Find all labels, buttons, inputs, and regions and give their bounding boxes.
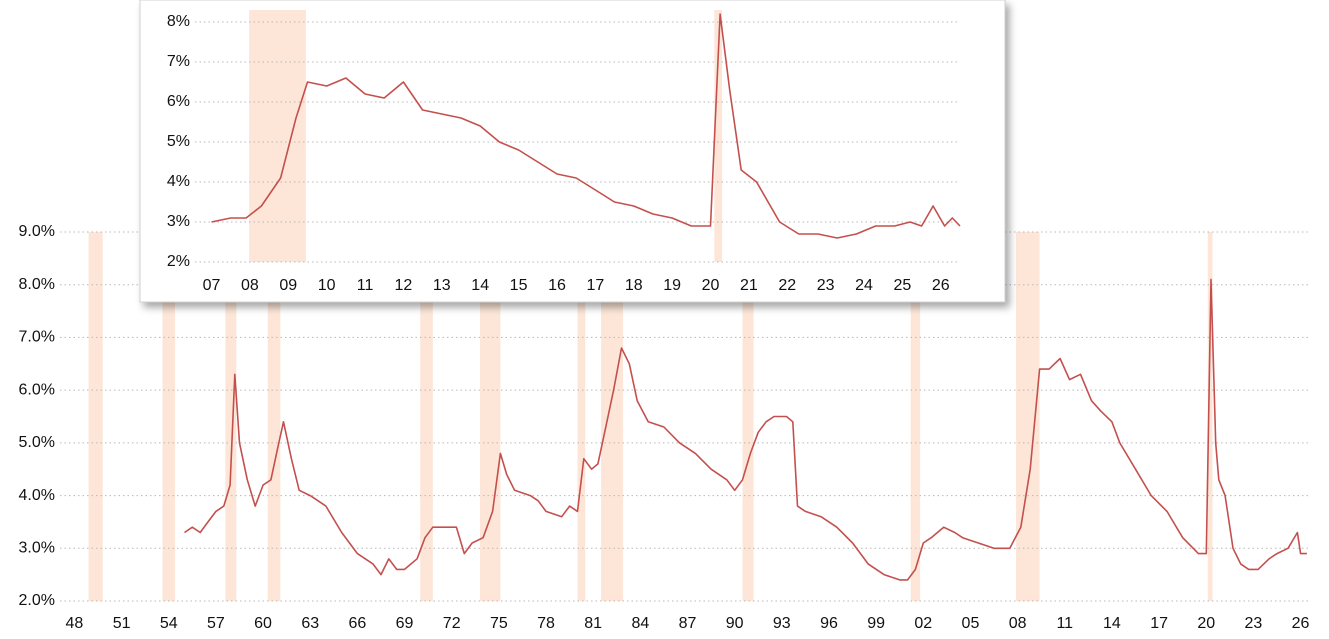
inset-chart: 2% 3% 4% 5% 6% 7% 8% 07 08 09 10 11 12 13 14 15 16 17 18 19…	[167, 10, 961, 294]
x-tick-label: 26	[1292, 615, 1310, 632]
x-tick-label: 81	[584, 615, 602, 632]
shaded-range	[577, 232, 586, 601]
x-tick-label: 25	[894, 277, 912, 294]
x-tick-label: 54	[160, 615, 178, 632]
x-tick-label: 75	[490, 615, 508, 632]
x-tick-label: 63	[301, 615, 319, 632]
x-tick-label: 84	[631, 615, 649, 632]
x-tick-label: 02	[914, 615, 932, 632]
y-tick-label: 4%	[167, 173, 190, 190]
x-tick-label: 69	[396, 615, 414, 632]
shaded-range	[910, 232, 921, 601]
shaded-range	[742, 232, 754, 601]
x-tick-label: 11	[357, 277, 374, 294]
x-tick-label: 66	[348, 615, 366, 632]
shaded-range	[480, 232, 501, 601]
y-tick-label: 4.0%	[19, 487, 55, 504]
x-tick-label: 24	[855, 277, 873, 294]
x-tick-label: 08	[1009, 615, 1027, 632]
x-tick-label: 19	[663, 277, 681, 294]
shaded-range	[714, 10, 723, 262]
y-tick-label: 5.0%	[19, 434, 55, 451]
x-tick-label: 96	[820, 615, 838, 632]
x-tick-label: 15	[510, 277, 528, 294]
x-tick-label: 12	[395, 277, 413, 294]
x-tick-label: 60	[254, 615, 272, 632]
x-tick-label: 11	[1056, 615, 1073, 632]
y-tick-label: 2.0%	[19, 592, 55, 609]
x-tick-label: 51	[113, 615, 131, 632]
shaded-range	[1016, 232, 1040, 601]
shaded-range	[601, 232, 624, 601]
x-tick-label: 23	[1245, 615, 1263, 632]
y-tick-label: 3%	[167, 213, 190, 230]
x-tick-label: 18	[625, 277, 643, 294]
shaded-range	[88, 232, 103, 601]
x-tick-label: 99	[867, 615, 885, 632]
y-tick-label: 3.0%	[19, 540, 55, 557]
x-tick-label: 14	[1103, 615, 1121, 632]
x-tick-label: 20	[1197, 615, 1215, 632]
y-tick-label: 6%	[167, 93, 190, 110]
shaded-range	[225, 232, 237, 601]
x-tick-label: 23	[817, 277, 835, 294]
shaded-range	[420, 232, 433, 601]
x-tick-label: 07	[203, 277, 221, 294]
x-tick-label: 16	[548, 277, 566, 294]
y-tick-label: 9.0%	[19, 223, 55, 240]
x-tick-label: 08	[241, 277, 259, 294]
x-tick-label: 20	[702, 277, 720, 294]
x-tick-label: 21	[740, 277, 758, 294]
shaded-range	[267, 232, 281, 601]
y-tick-label: 7%	[167, 53, 190, 70]
y-tick-label: 5%	[167, 133, 190, 150]
x-tick-label: 48	[66, 615, 84, 632]
y-tick-label: 8.0%	[19, 276, 55, 293]
y-tick-label: 7.0%	[19, 329, 55, 346]
x-tick-label: 78	[537, 615, 555, 632]
x-tick-label: 22	[778, 277, 796, 294]
x-tick-label: 90	[726, 615, 744, 632]
data-line	[184, 278, 1307, 581]
x-tick-label: 13	[433, 277, 451, 294]
x-tick-label: 57	[207, 615, 225, 632]
x-tick-label: 10	[318, 277, 336, 294]
data-line	[211, 13, 961, 239]
y-tick-label: 2%	[167, 253, 190, 270]
shaded-range	[1207, 232, 1213, 601]
x-tick-label: 17	[1150, 615, 1168, 632]
x-tick-label: 17	[586, 277, 604, 294]
shaded-range	[249, 10, 306, 262]
y-tick-label: 6.0%	[19, 381, 55, 398]
x-tick-label: 14	[471, 277, 489, 294]
x-tick-label: 72	[443, 615, 461, 632]
x-tick-label: 09	[279, 277, 297, 294]
y-tick-label: 8%	[167, 13, 190, 30]
x-tick-label: 87	[679, 615, 697, 632]
main-chart: 2.0% 3.0% 4.0% 5.0% 6.0% 7.0% 8.0% 9.0% 48 51 54 57…	[19, 223, 1310, 632]
shaded-range	[162, 232, 176, 601]
x-tick-label: 26	[932, 277, 950, 294]
x-tick-label: 05	[962, 615, 980, 632]
x-tick-label: 93	[773, 615, 791, 632]
